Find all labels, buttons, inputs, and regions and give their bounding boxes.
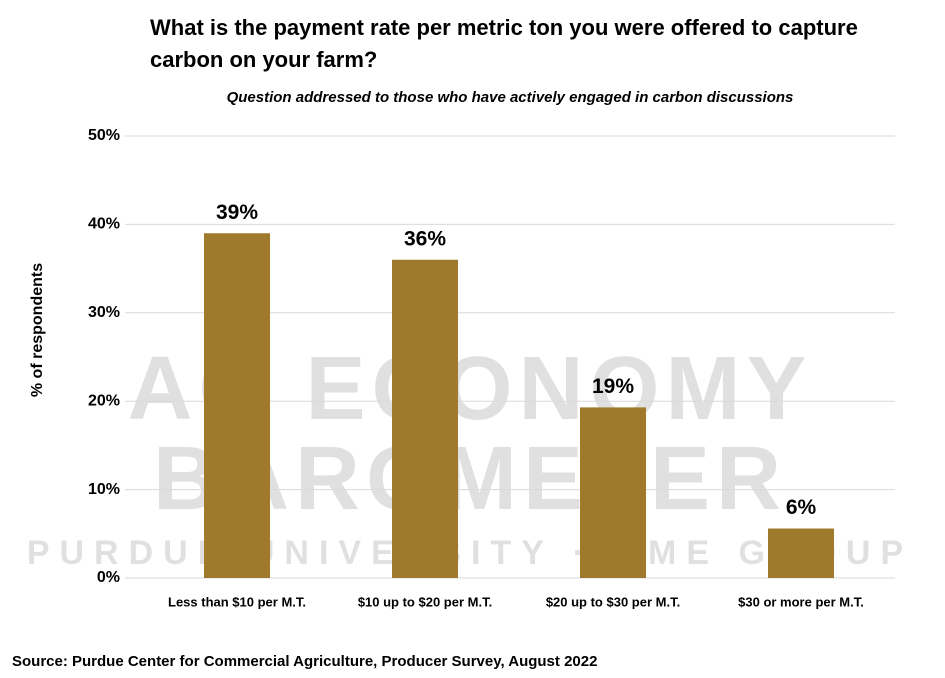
x-tick-label: $30 or more per M.T. xyxy=(738,594,864,609)
bar xyxy=(204,233,270,579)
y-tick-label: 50% xyxy=(88,127,120,144)
data-label: 36% xyxy=(404,227,446,250)
y-tick-label: 30% xyxy=(88,304,120,321)
watermark: PURDUE UNIVERSITY · CME GROUP xyxy=(27,534,913,572)
y-axis-label: % of respondents xyxy=(29,263,46,397)
y-tick-label: 20% xyxy=(88,392,120,409)
y-tick-label: 40% xyxy=(88,216,120,233)
x-tick-label: $10 up to $20 per M.T. xyxy=(358,594,492,609)
bar xyxy=(580,407,646,578)
source: Source: Purdue Center for Commercial Agr… xyxy=(12,653,597,670)
y-tick-label: 0% xyxy=(97,569,120,586)
bar xyxy=(768,528,834,578)
y-tick-label: 10% xyxy=(88,481,120,498)
data-label: 19% xyxy=(592,375,634,398)
data-label: 6% xyxy=(786,496,817,519)
x-tick-label: Less than $10 per M.T. xyxy=(168,594,306,609)
chart-title: What is the payment rate per metric ton … xyxy=(150,15,858,72)
x-tick-label: $20 up to $30 per M.T. xyxy=(546,594,680,609)
data-label: 39% xyxy=(216,201,258,224)
chart-subtitle: Question addressed to those who have act… xyxy=(227,89,794,106)
bar xyxy=(392,259,458,578)
